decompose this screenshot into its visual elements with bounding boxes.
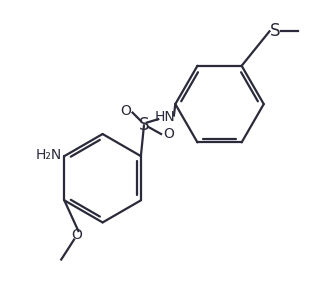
- Text: S: S: [270, 22, 280, 40]
- Text: HN: HN: [155, 110, 176, 124]
- Text: O: O: [72, 228, 82, 242]
- Text: O: O: [163, 127, 175, 141]
- Text: S: S: [139, 116, 149, 134]
- Text: O: O: [120, 104, 131, 118]
- Text: H₂N: H₂N: [35, 148, 61, 162]
